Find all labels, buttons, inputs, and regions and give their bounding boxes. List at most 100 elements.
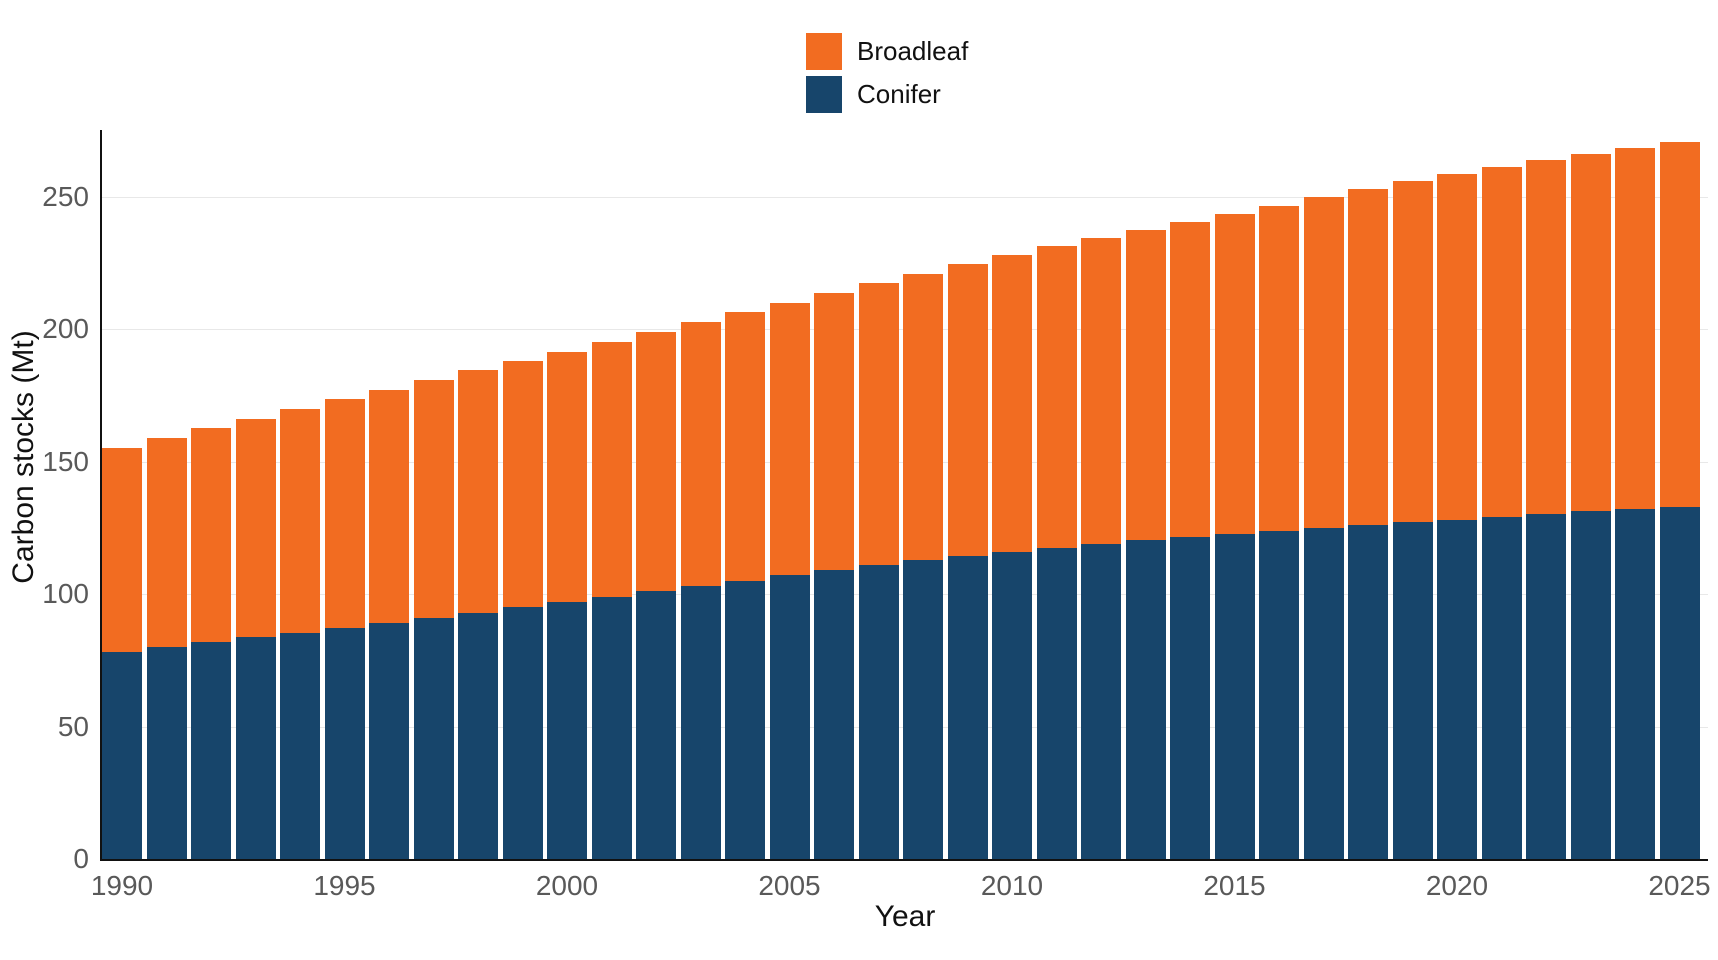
bar-conifer-2023 — [1570, 511, 1611, 859]
bar-conifer-2022 — [1526, 513, 1566, 859]
bar-conifer-1995 — [324, 628, 365, 859]
bar-conifer-2010 — [992, 551, 1032, 859]
bar-broadleaf-2021 — [1481, 167, 1522, 517]
bar-broadleaf-2017 — [1303, 197, 1344, 529]
y-tick-label: 0 — [73, 843, 89, 874]
bar-conifer-2008 — [903, 560, 943, 859]
bar-conifer-1991 — [146, 647, 187, 859]
bar-broadleaf-2002 — [636, 331, 676, 592]
x-tick-label: 2020 — [1425, 870, 1489, 901]
bar-broadleaf-2015 — [1214, 213, 1255, 535]
y-tick-label: 50 — [57, 710, 89, 742]
x-tick-label: 1995 — [313, 870, 376, 901]
bar-broadleaf-2022 — [1526, 160, 1566, 514]
y-tick-label: 250 — [42, 180, 89, 212]
bar-conifer-2006 — [814, 570, 854, 859]
bar-conifer-1998 — [458, 612, 498, 859]
bar-conifer-2004 — [725, 580, 765, 859]
bar-broadleaf-1999 — [502, 360, 543, 608]
x-tick-label: 2025 — [1648, 870, 1711, 901]
bar-conifer-2016 — [1259, 531, 1299, 859]
bar-conifer-2005 — [769, 575, 810, 859]
bar-conifer-2021 — [1481, 516, 1522, 859]
bar-conifer-1990 — [102, 652, 142, 859]
bar-broadleaf-1992 — [191, 428, 231, 643]
bar-broadleaf-2019 — [1392, 181, 1433, 523]
bar-broadleaf-2013 — [1125, 229, 1166, 541]
bar-conifer-2007 — [858, 565, 899, 859]
y-tick-label: 150 — [42, 445, 89, 477]
chart-legend: Broadleaf Conifer — [806, 33, 968, 119]
bar-broadleaf-1994 — [280, 408, 320, 633]
bar-conifer-1994 — [280, 632, 320, 859]
bar-broadleaf-2001 — [591, 341, 632, 597]
bar-conifer-1992 — [191, 642, 231, 859]
bar-conifer-1993 — [235, 637, 276, 859]
bar-broadleaf-2000 — [547, 351, 587, 602]
bar-broadleaf-2014 — [1170, 221, 1210, 538]
bar-conifer-2003 — [680, 586, 721, 859]
bar-conifer-2013 — [1125, 540, 1166, 859]
bar-broadleaf-2023 — [1570, 154, 1611, 512]
bar-conifer-2020 — [1437, 519, 1477, 859]
bar-broadleaf-2007 — [858, 283, 899, 566]
bar-conifer-2011 — [1036, 547, 1077, 859]
bar-conifer-2009 — [947, 555, 988, 859]
x-axis-title: Year — [874, 900, 936, 933]
bar-broadleaf-2006 — [814, 292, 854, 571]
bar-broadleaf-2009 — [947, 264, 988, 556]
x-tick-label: 2005 — [758, 870, 821, 901]
bar-broadleaf-2025 — [1659, 142, 1700, 507]
broadleaf-color-swatch — [806, 33, 842, 70]
bar-conifer-2000 — [547, 601, 587, 859]
legend-label-broadleaf: Broadleaf — [857, 36, 969, 66]
bar-broadleaf-2016 — [1259, 205, 1299, 532]
bar-conifer-2002 — [636, 591, 676, 859]
bar-conifer-2019 — [1392, 522, 1433, 859]
bar-broadleaf-1995 — [324, 399, 365, 629]
bar-broadleaf-2011 — [1036, 246, 1077, 548]
x-tick-label: 2015 — [1203, 870, 1266, 901]
bar-conifer-2015 — [1214, 534, 1255, 859]
x-tick-label: 1990 — [90, 870, 154, 901]
bar-broadleaf-1990 — [102, 448, 142, 653]
bar-conifer-2001 — [591, 596, 632, 859]
bar-broadleaf-1998 — [458, 370, 498, 613]
bar-broadleaf-2020 — [1437, 174, 1477, 520]
bar-conifer-2018 — [1348, 525, 1388, 859]
bar-broadleaf-1997 — [413, 379, 454, 618]
bar-broadleaf-2005 — [769, 302, 810, 576]
bar-conifer-1996 — [369, 623, 409, 859]
bar-broadleaf-2008 — [903, 273, 943, 561]
bar-conifer-1997 — [413, 617, 454, 859]
bar-conifer-2017 — [1303, 528, 1344, 859]
bar-broadleaf-1991 — [146, 438, 187, 648]
bar-broadleaf-2004 — [725, 312, 765, 581]
y-axis-title: Carbon stocks (Mt) — [7, 330, 40, 584]
legend-item-broadleaf: Broadleaf — [806, 33, 968, 70]
bar-conifer-1999 — [502, 607, 543, 859]
x-axis-line — [100, 859, 1708, 861]
bar-broadleaf-2010 — [992, 254, 1032, 552]
bar-conifer-2014 — [1170, 537, 1210, 859]
x-tick-label: 2010 — [980, 870, 1044, 901]
y-tick-label: 100 — [42, 578, 89, 609]
x-tick-label: 2000 — [535, 870, 599, 901]
bar-broadleaf-2018 — [1348, 189, 1388, 526]
bar-broadleaf-1996 — [369, 389, 409, 624]
bar-broadleaf-2003 — [680, 322, 721, 587]
legend-item-conifer: Conifer — [806, 76, 968, 113]
bar-conifer-2012 — [1081, 543, 1121, 859]
bar-broadleaf-2012 — [1081, 238, 1121, 544]
conifer-color-swatch — [806, 76, 842, 113]
bar-broadleaf-1993 — [235, 418, 276, 638]
y-axis-line — [100, 130, 102, 861]
y-tick-label: 200 — [42, 313, 89, 344]
bar-conifer-2025 — [1659, 506, 1700, 859]
legend-label-conifer: Conifer — [857, 79, 941, 109]
gridline-y-250 — [100, 196, 1708, 198]
bar-conifer-2024 — [1615, 508, 1655, 859]
bar-broadleaf-2024 — [1615, 148, 1655, 509]
